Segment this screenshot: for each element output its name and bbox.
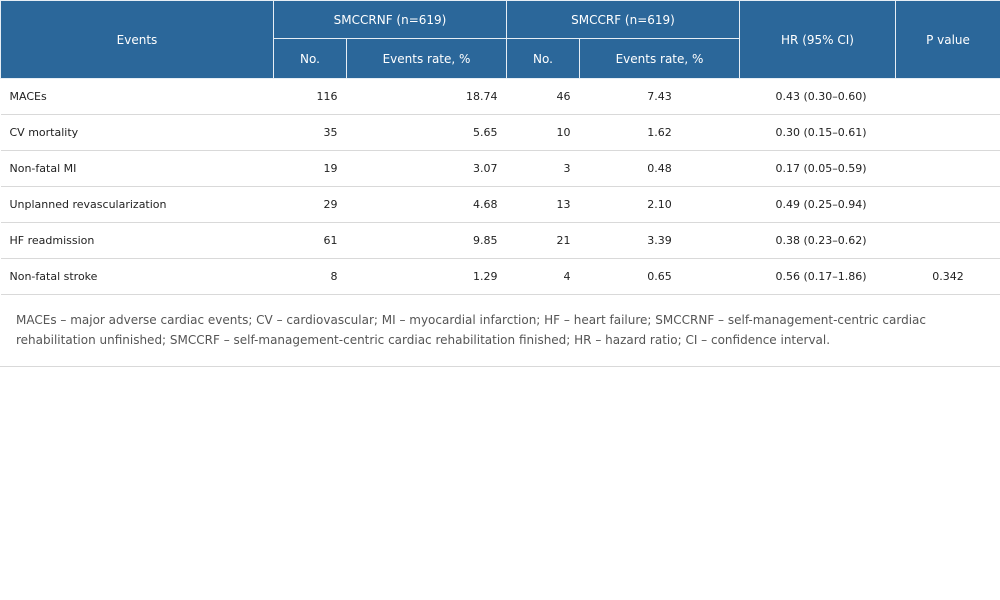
smccrnf-rate-cell: 9.85: [346, 222, 507, 259]
header-no-smccrf: No.: [506, 38, 580, 79]
table-footnote: MACEs – major adverse cardiac events; CV…: [0, 295, 1000, 367]
smccrnf-no-cell: 116: [273, 78, 347, 115]
events-table-container: Events SMCCRNF (n=619) SMCCRF (n=619) HR…: [0, 0, 1000, 367]
event-cell: Non-fatal stroke: [0, 258, 274, 295]
table-row: Unplanned revascularization 29 4.68 13 2.10 0…: [0, 186, 1000, 223]
header-group-smccrf: SMCCRF (n=619): [506, 0, 740, 39]
p-value-cell: [895, 78, 1000, 115]
smccrf-rate-cell: 7.43: [579, 78, 740, 115]
smccrnf-no-cell: 19: [273, 150, 347, 187]
smccrf-no-cell: 46: [506, 78, 580, 115]
p-value-cell: [895, 150, 1000, 187]
p-value-cell: [895, 114, 1000, 151]
event-cell: Non-fatal MI: [0, 150, 274, 187]
table-body: MACEs 116 18.74 46 7.43 0.43 (0.30–0.60) CV mo…: [0, 78, 1000, 295]
smccrf-rate-cell: 0.65: [579, 258, 740, 295]
smccrnf-rate-cell: 18.74: [346, 78, 507, 115]
hr-cell: 0.30 (0.15–0.61): [739, 114, 896, 151]
smccrf-rate-cell: 2.10: [579, 186, 740, 223]
hr-cell: 0.56 (0.17–1.86): [739, 258, 896, 295]
smccrnf-no-cell: 35: [273, 114, 347, 151]
table-row: Non-fatal stroke 8 1.29 4 0.65 0.56 (0.17–1.8…: [0, 258, 1000, 295]
smccrf-rate-cell: 3.39: [579, 222, 740, 259]
header-events: Events: [0, 0, 274, 79]
hr-cell: 0.43 (0.30–0.60): [739, 78, 896, 115]
hr-cell: 0.49 (0.25–0.94): [739, 186, 896, 223]
event-cell: Unplanned revascularization: [0, 186, 274, 223]
table-row: MACEs 116 18.74 46 7.43 0.43 (0.30–0.60): [0, 78, 1000, 115]
header-rate-smccrf: Events rate, %: [579, 38, 740, 79]
header-hr: HR (95% CI): [739, 0, 896, 79]
event-cell: HF readmission: [0, 222, 274, 259]
smccrf-no-cell: 4: [506, 258, 580, 295]
table-row: CV mortality 35 5.65 10 1.62 0.30 (0.15–0.61): [0, 114, 1000, 151]
smccrnf-rate-cell: 5.65: [346, 114, 507, 151]
header-no-smccrnf: No.: [273, 38, 347, 79]
smccrf-rate-cell: 1.62: [579, 114, 740, 151]
p-value-cell: 0.342: [895, 258, 1000, 295]
smccrf-no-cell: 10: [506, 114, 580, 151]
header-p-value: P value: [895, 0, 1000, 79]
hr-cell: 0.17 (0.05–0.59): [739, 150, 896, 187]
smccrnf-no-cell: 8: [273, 258, 347, 295]
smccrnf-no-cell: 29: [273, 186, 347, 223]
event-cell: CV mortality: [0, 114, 274, 151]
p-value-cell: [895, 186, 1000, 223]
smccrf-no-cell: 13: [506, 186, 580, 223]
events-table: Events SMCCRNF (n=619) SMCCRF (n=619) HR…: [0, 0, 1000, 295]
p-value-cell: [895, 222, 1000, 259]
smccrf-rate-cell: 0.48: [579, 150, 740, 187]
hr-cell: 0.38 (0.23–0.62): [739, 222, 896, 259]
smccrnf-rate-cell: 1.29: [346, 258, 507, 295]
event-cell: MACEs: [0, 78, 274, 115]
smccrnf-rate-cell: 4.68: [346, 186, 507, 223]
table-row: HF readmission 61 9.85 21 3.39 0.38 (0.23–0.6…: [0, 222, 1000, 259]
table-row: Non-fatal MI 19 3.07 3 0.48 0.17 (0.05–0.59): [0, 150, 1000, 187]
header-rate-smccrnf: Events rate, %: [346, 38, 507, 79]
table-header: Events SMCCRNF (n=619) SMCCRF (n=619) HR…: [0, 0, 1000, 79]
smccrnf-rate-cell: 3.07: [346, 150, 507, 187]
header-group-smccrnf: SMCCRNF (n=619): [273, 0, 507, 39]
smccrnf-no-cell: 61: [273, 222, 347, 259]
smccrf-no-cell: 3: [506, 150, 580, 187]
smccrf-no-cell: 21: [506, 222, 580, 259]
